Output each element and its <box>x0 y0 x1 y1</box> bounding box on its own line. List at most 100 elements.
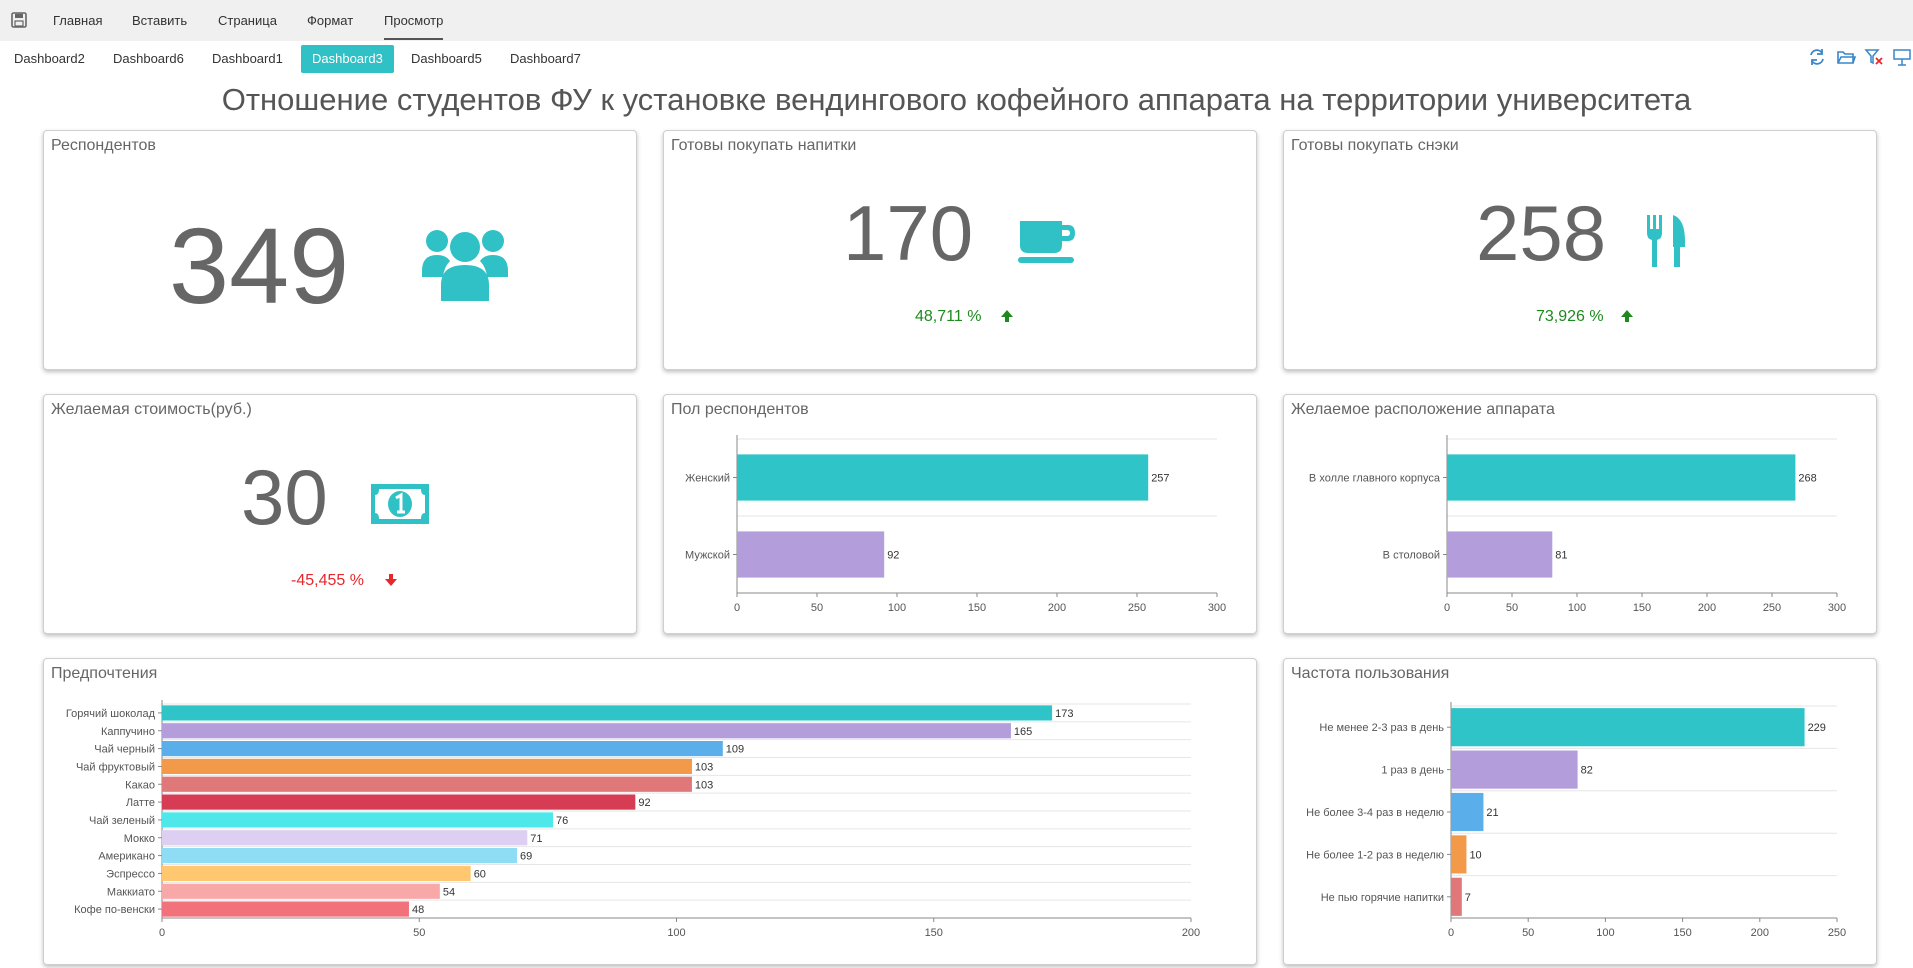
kpi-card-drinks[interactable]: Готовы покупать напитки 170 48,711 % <box>663 130 1257 370</box>
chart-card-location[interactable]: Желаемое расположение аппарата 0 50 100 150… <box>1283 394 1877 634</box>
card-title: Частота пользования <box>1291 665 1450 682</box>
data-label: 71 <box>530 833 542 845</box>
bar <box>1447 454 1796 501</box>
card-title: Готовы покупать напитки <box>671 137 857 154</box>
chart-card-gender[interactable]: Пол респондентов 0 50 100 150 200 250 300 Женск… <box>663 394 1257 634</box>
kpi-delta: 73,926 % <box>1536 308 1604 325</box>
x-tick-label: 150 <box>1673 927 1691 939</box>
x-tick-label: 50 <box>811 602 823 614</box>
category-label: Чай зеленый <box>89 815 155 827</box>
x-tick-label: 0 <box>159 927 165 939</box>
utensils-icon <box>1647 215 1685 267</box>
clear-filter-icon[interactable] <box>1864 47 1884 67</box>
kpi-card-snacks[interactable]: Готовы покупать снэки 258 73,926 % <box>1283 130 1877 370</box>
bar <box>1451 835 1467 874</box>
bar <box>162 723 1011 739</box>
money-icon <box>371 484 429 524</box>
bar <box>162 776 692 792</box>
location-bar-chart: 0 50 100 150 200 250 300 В холле главного корпу… <box>1309 435 1846 614</box>
frequency-bar-chart: 0 50 100 150 200 250 Не менее 2-3 раз в день 22… <box>1306 702 1846 939</box>
bar <box>162 901 409 917</box>
kpi-card-respondents[interactable]: Респондентов 349 <box>43 130 637 370</box>
data-label: 109 <box>726 744 744 756</box>
save-icon[interactable] <box>11 12 27 28</box>
bar <box>162 812 554 828</box>
data-label: 268 <box>1798 473 1816 485</box>
bar <box>1451 877 1462 916</box>
category-label: Не более 1-2 раз в неделю <box>1306 849 1444 861</box>
category-label: 1 раз в день <box>1381 765 1444 777</box>
tab-dashboard6[interactable]: Dashboard6 <box>113 51 184 66</box>
x-tick-label: 200 <box>1698 602 1716 614</box>
presentation-icon[interactable] <box>1892 47 1912 67</box>
category-label: Горячий шоколад <box>66 708 156 720</box>
tab-dashboard2[interactable]: Dashboard2 <box>14 51 85 66</box>
bar <box>162 848 518 864</box>
data-label: 10 <box>1469 849 1481 861</box>
menu-item-view[interactable]: Просмотр <box>384 0 444 40</box>
kpi-value: 258 <box>1476 189 1607 277</box>
bar <box>1451 708 1805 747</box>
menu-item-home[interactable]: Главная <box>53 13 103 28</box>
chart-card-preferences[interactable]: Предпочтения 0 50 100 150 200 Горячий шоколад… <box>43 658 1257 965</box>
category-label: Латте <box>126 797 155 809</box>
tab-dashboard3[interactable]: Dashboard3 <box>301 45 394 73</box>
data-label: 92 <box>887 550 899 562</box>
open-folder-icon[interactable] <box>1836 47 1856 67</box>
x-tick-label: 200 <box>1182 927 1200 939</box>
category-label: Не пью горячие напитки <box>1321 892 1444 904</box>
category-label: Кофе по-венски <box>74 904 155 916</box>
refresh-icon[interactable] <box>1807 47 1827 67</box>
coffee-cup-icon <box>1018 221 1075 263</box>
kpi-card-price[interactable]: Желаемая стоимость(руб.) 30 -45,455 % <box>43 394 637 634</box>
data-label: 76 <box>556 815 568 827</box>
tab-dashboard5[interactable]: Dashboard5 <box>411 51 482 66</box>
preferences-bar-chart: 0 50 100 150 200 Горячий шоколад 173 Каппучино 1… <box>66 700 1200 939</box>
tab-dashboard1[interactable]: Dashboard1 <box>212 51 283 66</box>
dashboard-tabs: Dashboard2 Dashboard6 Dashboard1 Dashboa… <box>0 41 1913 75</box>
card-title: Пол респондентов <box>671 401 809 418</box>
chart-card-frequency[interactable]: Частота пользования 0 50 100 150 200 250 Не ме… <box>1283 658 1877 965</box>
x-tick-label: 50 <box>1522 927 1534 939</box>
x-tick-label: 150 <box>968 602 986 614</box>
x-tick-label: 300 <box>1828 602 1846 614</box>
data-label: 229 <box>1808 722 1826 734</box>
kpi-value: 170 <box>843 189 974 277</box>
category-label: Женский <box>685 473 730 485</box>
x-tick-label: 150 <box>925 927 943 939</box>
data-label: 82 <box>1581 765 1593 777</box>
category-label: Эспрессо <box>106 868 155 880</box>
x-tick-label: 150 <box>1633 602 1651 614</box>
data-label: 48 <box>412 904 424 916</box>
menu-item-insert[interactable]: Вставить <box>132 13 188 28</box>
data-label: 173 <box>1055 708 1073 720</box>
data-label: 21 <box>1486 807 1498 819</box>
category-label: В столовой <box>1383 550 1440 562</box>
data-label: 103 <box>695 779 713 791</box>
menu-item-page[interactable]: Страница <box>218 13 277 28</box>
bar <box>1447 531 1553 578</box>
bar <box>162 741 723 757</box>
x-tick-label: 50 <box>1506 602 1518 614</box>
menu-item-format[interactable]: Формат <box>307 13 354 28</box>
category-label: Мужской <box>685 550 730 562</box>
bar <box>162 865 471 881</box>
card-title: Респондентов <box>51 137 156 154</box>
kpi-value: 349 <box>169 205 350 326</box>
category-label: Американо <box>98 851 155 863</box>
card-title: Желаемая стоимость(руб.) <box>51 401 252 418</box>
category-label: Не более 3-4 раз в неделю <box>1306 807 1444 819</box>
data-label: 92 <box>638 797 650 809</box>
bar <box>162 758 692 774</box>
tab-dashboard7[interactable]: Dashboard7 <box>510 51 581 66</box>
x-tick-label: 250 <box>1828 927 1846 939</box>
category-label: Не менее 2-3 раз в день <box>1319 722 1444 734</box>
category-label: Каппучино <box>101 726 155 738</box>
x-tick-label: 0 <box>1444 602 1450 614</box>
x-tick-label: 100 <box>667 927 685 939</box>
data-label: 81 <box>1555 550 1567 562</box>
category-label: Чай черный <box>94 744 155 756</box>
data-label: 60 <box>474 868 486 880</box>
bar <box>162 705 1053 721</box>
x-tick-label: 200 <box>1751 927 1769 939</box>
